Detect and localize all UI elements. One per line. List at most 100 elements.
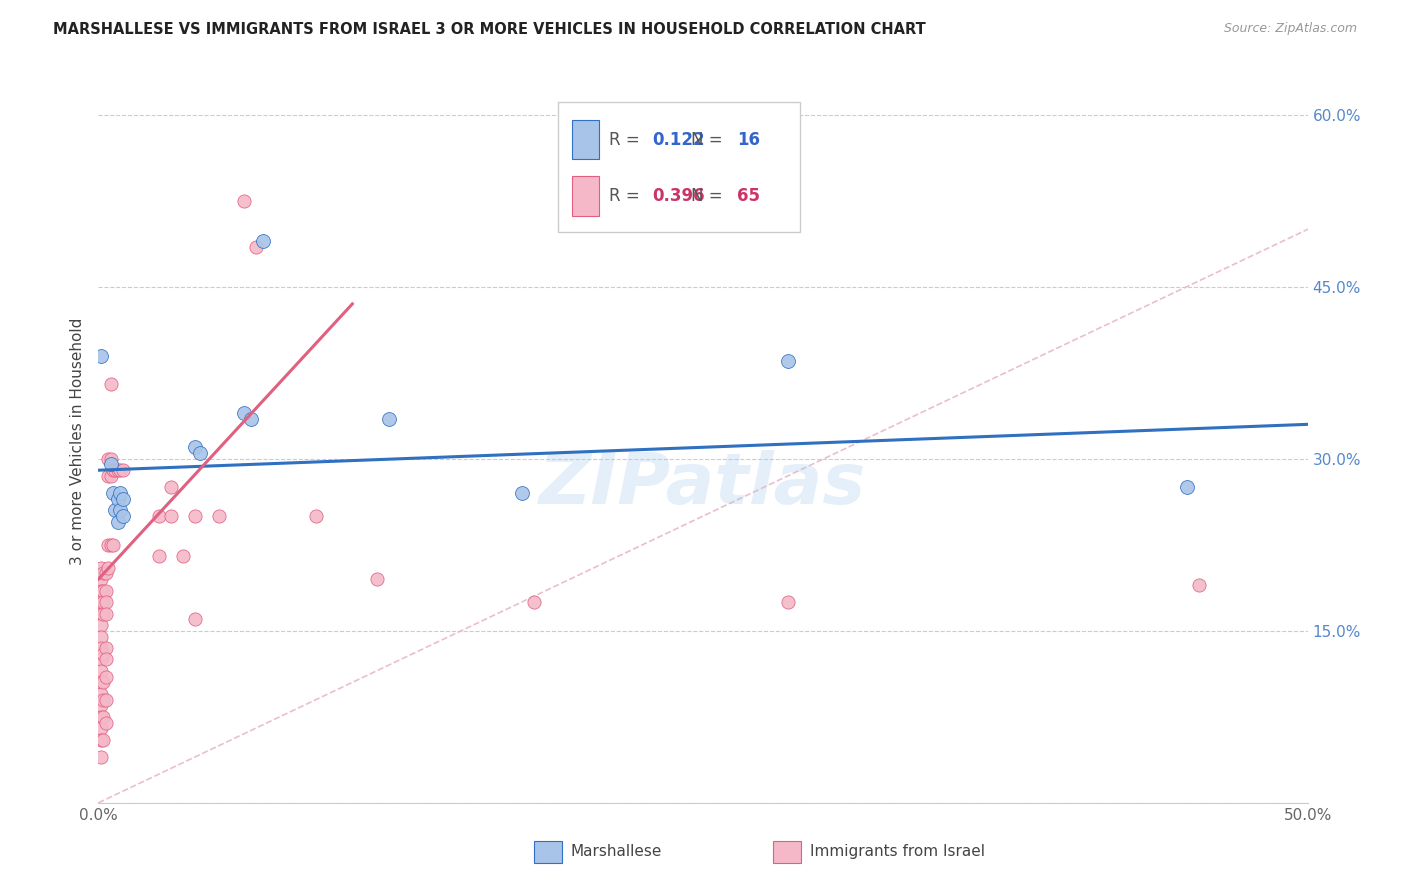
Point	[94, 670, 117, 684]
Point	[90, 687, 112, 701]
Point	[108, 503, 131, 517]
Point	[160, 480, 183, 494]
Point	[100, 469, 122, 483]
Point	[90, 630, 112, 644]
Point	[94, 595, 117, 609]
Point	[172, 549, 194, 564]
Point	[94, 692, 117, 706]
Point	[101, 463, 124, 477]
Point	[90, 732, 112, 747]
FancyBboxPatch shape	[558, 102, 800, 232]
Point	[108, 463, 131, 477]
Point	[97, 469, 120, 483]
Point	[232, 194, 254, 208]
Point	[107, 491, 129, 506]
Point	[111, 491, 134, 506]
Point	[90, 572, 112, 586]
Text: Source: ZipAtlas.com: Source: ZipAtlas.com	[1223, 22, 1357, 36]
Point	[1188, 578, 1211, 592]
Point	[252, 234, 274, 248]
Point	[90, 607, 112, 621]
Point	[111, 509, 134, 524]
Point	[97, 451, 120, 466]
Point	[100, 377, 122, 392]
Point	[184, 509, 207, 524]
Point	[101, 538, 124, 552]
Point	[91, 566, 114, 581]
Point	[90, 640, 112, 655]
Point	[90, 618, 112, 632]
Point	[104, 503, 127, 517]
Point	[94, 640, 117, 655]
Text: 0.122: 0.122	[652, 130, 704, 149]
Point	[184, 612, 207, 626]
Point	[90, 710, 112, 724]
Point	[94, 566, 117, 581]
Text: MARSHALLESE VS IMMIGRANTS FROM ISRAEL 3 OR MORE VEHICLES IN HOUSEHOLD CORRELATIO: MARSHALLESE VS IMMIGRANTS FROM ISRAEL 3 …	[53, 22, 927, 37]
Point	[90, 652, 112, 666]
Point	[91, 607, 114, 621]
Point	[94, 715, 117, 730]
Point	[90, 349, 112, 363]
Point	[100, 458, 122, 472]
Point	[91, 647, 114, 661]
Point	[90, 595, 112, 609]
Point	[208, 509, 231, 524]
Point	[90, 560, 112, 574]
Point	[107, 515, 129, 529]
Point	[90, 698, 112, 713]
Point	[90, 664, 112, 678]
Text: ZIPatlas: ZIPatlas	[540, 450, 866, 519]
Point	[305, 509, 328, 524]
Point	[1175, 480, 1198, 494]
Point	[510, 486, 533, 500]
Point	[101, 486, 124, 500]
Point	[90, 750, 112, 764]
Point	[523, 595, 546, 609]
Point	[148, 549, 170, 564]
Text: R =: R =	[609, 130, 640, 149]
Text: R =: R =	[609, 187, 640, 205]
Point	[184, 440, 207, 454]
Text: 65: 65	[737, 187, 759, 205]
Point	[104, 463, 127, 477]
Text: N =: N =	[690, 130, 723, 149]
Point	[188, 446, 211, 460]
Point	[91, 675, 114, 690]
Point	[776, 354, 799, 368]
Point	[94, 652, 117, 666]
Point	[100, 538, 122, 552]
Point	[91, 595, 114, 609]
Text: 16: 16	[737, 130, 759, 149]
Point	[97, 538, 120, 552]
Point	[148, 509, 170, 524]
Point	[90, 721, 112, 735]
Point	[91, 692, 114, 706]
Point	[90, 675, 112, 690]
Text: 0.396: 0.396	[652, 187, 704, 205]
Point	[245, 239, 267, 253]
Y-axis label: 3 or more Vehicles in Household: 3 or more Vehicles in Household	[70, 318, 86, 566]
Point	[377, 411, 399, 425]
Point	[94, 583, 117, 598]
Text: N =: N =	[690, 187, 723, 205]
Point	[91, 710, 114, 724]
Text: Immigrants from Israel: Immigrants from Israel	[810, 845, 984, 859]
Text: Marshallese: Marshallese	[571, 845, 662, 859]
Point	[108, 486, 131, 500]
Point	[94, 607, 117, 621]
Point	[91, 583, 114, 598]
FancyBboxPatch shape	[572, 120, 599, 160]
Point	[107, 463, 129, 477]
Point	[111, 463, 134, 477]
Point	[97, 560, 120, 574]
Point	[776, 595, 799, 609]
Point	[239, 411, 262, 425]
FancyBboxPatch shape	[572, 176, 599, 216]
Point	[160, 509, 183, 524]
Point	[90, 583, 112, 598]
Point	[91, 732, 114, 747]
Point	[100, 451, 122, 466]
Point	[232, 406, 254, 420]
Point	[366, 572, 388, 586]
